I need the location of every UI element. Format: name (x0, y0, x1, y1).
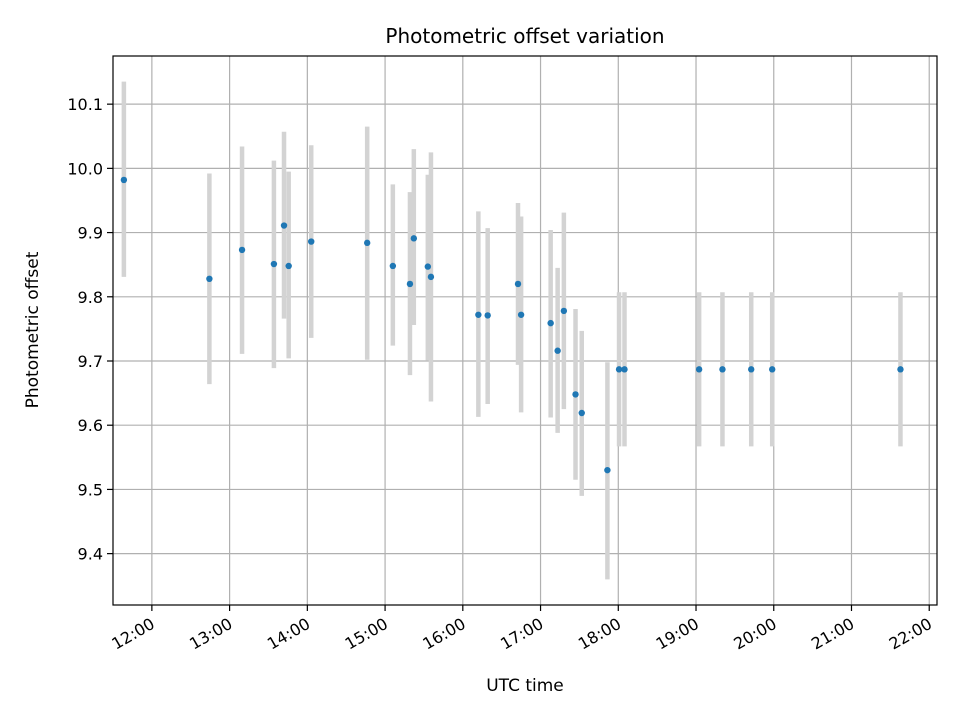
y-axis: 9.4 9.5 9.6 9.7 9.8 9.9 10.0 10.1 (67, 95, 113, 564)
data-point (897, 366, 904, 373)
y-axis-label: Photometric offset (23, 251, 43, 408)
data-point (604, 466, 611, 474)
data-point (748, 366, 755, 373)
y-tick-label: 9.5 (78, 480, 103, 499)
y-tick-label: 9.4 (78, 545, 103, 564)
data-point (410, 235, 418, 242)
data-point (120, 176, 128, 184)
data-point (206, 275, 213, 283)
data-point (578, 409, 585, 417)
data-point (270, 260, 278, 268)
data-point (427, 273, 435, 281)
data-point (554, 347, 561, 354)
data-point (280, 222, 288, 229)
data-point (238, 246, 246, 254)
data-point (484, 312, 491, 319)
data-point (424, 263, 432, 270)
data-point (406, 280, 414, 288)
y-tick-label: 9.6 (78, 416, 103, 435)
data-point (547, 319, 554, 327)
y-tick-label: 9.7 (78, 352, 103, 371)
data-point (514, 280, 522, 288)
data-point (475, 311, 482, 318)
data-point (285, 262, 292, 270)
data-point (308, 238, 315, 245)
data-points (120, 176, 904, 474)
data-point (363, 239, 371, 247)
y-tick-label: 9.8 (78, 288, 103, 307)
data-point (695, 366, 703, 373)
y-tick-label: 9.9 (78, 224, 103, 243)
data-point (560, 307, 568, 315)
data-point (517, 311, 525, 318)
data-point (572, 391, 579, 398)
plot-area (113, 56, 937, 605)
data-point (769, 366, 776, 373)
data-point (719, 366, 726, 373)
plot-frame (112, 55, 938, 606)
y-tick-label: 10.1 (67, 95, 103, 114)
chart-title: Photometric offset variation (385, 24, 664, 48)
data-point (621, 366, 628, 373)
data-point (615, 366, 623, 373)
data-point (389, 262, 397, 270)
x-axis-label: UTC time (486, 676, 564, 696)
grid-lines (113, 56, 937, 605)
y-tick-label: 10.0 (67, 159, 103, 178)
